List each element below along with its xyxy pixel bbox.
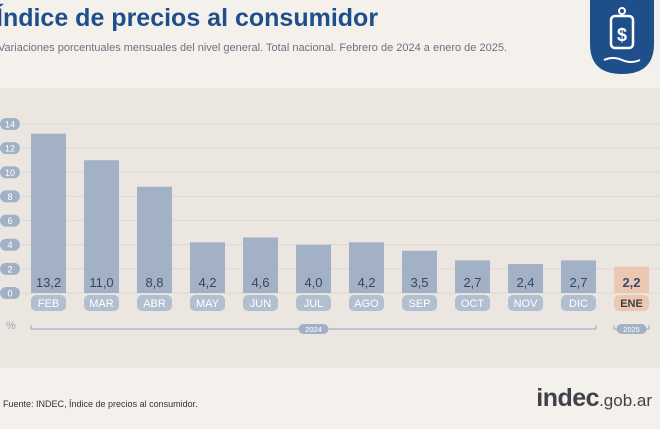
year-pill — [298, 324, 329, 334]
price-tag-dollar-icon: $ — [590, 0, 654, 74]
indec-logo: indec.gob.ar — [536, 384, 652, 412]
x-tick-label: NOV — [514, 298, 539, 310]
month-pill — [402, 295, 437, 311]
month-pill — [31, 295, 66, 311]
bar — [402, 250, 437, 293]
x-tick-label: OCT — [461, 298, 485, 310]
year-label: 2025 — [623, 325, 640, 334]
data-label: 2,7 — [463, 275, 481, 290]
month-pill — [455, 295, 490, 311]
month-pill — [561, 295, 596, 311]
month-pill — [84, 295, 119, 311]
x-tick-label: ABR — [143, 298, 166, 310]
y-axis-unit: % — [6, 320, 16, 332]
year-label: 2024 — [305, 325, 322, 334]
month-pill — [296, 295, 331, 311]
month-pill — [614, 295, 649, 311]
y-tick-pill — [0, 118, 20, 130]
x-tick-label: AGO — [354, 298, 379, 310]
bar — [614, 266, 649, 293]
bar — [349, 242, 384, 293]
bar — [190, 242, 225, 293]
data-label: 4,6 — [251, 275, 269, 290]
bar — [137, 186, 172, 293]
data-label: 11,0 — [89, 275, 113, 290]
page-title: Índice de precios al consumidor — [0, 4, 379, 32]
bar — [508, 264, 543, 293]
x-tick-label: DIC — [569, 298, 588, 310]
x-tick-label: FEB — [38, 298, 59, 310]
y-tick-label: 0 — [7, 289, 12, 299]
y-tick-label: 12 — [5, 144, 15, 154]
bar — [31, 133, 66, 293]
y-tick-label: 14 — [5, 120, 15, 130]
data-label: 8,8 — [145, 275, 163, 290]
data-label: 4,0 — [304, 275, 322, 290]
x-tick-label: MAY — [196, 298, 220, 310]
y-tick-label: 2 — [7, 264, 12, 274]
month-pill — [243, 295, 278, 311]
x-tick-label: JUL — [304, 298, 324, 310]
month-pill — [190, 295, 225, 311]
bar — [561, 260, 596, 293]
y-tick-pill — [0, 214, 20, 227]
bar — [84, 160, 119, 293]
y-tick-label: 4 — [7, 240, 12, 250]
bar — [455, 260, 490, 293]
y-tick-pill — [0, 238, 20, 251]
chart-subtitle: Variaciones porcentuales mensuales del n… — [0, 42, 507, 54]
y-tick-pill — [0, 166, 20, 179]
year-pill — [616, 324, 647, 334]
data-label: 13,2 — [36, 275, 61, 290]
y-tick-label: 10 — [5, 168, 15, 178]
y-tick-label: 6 — [7, 216, 12, 226]
x-tick-label: SEP — [408, 298, 430, 310]
data-label: 3,5 — [410, 275, 428, 290]
data-label: 2,4 — [516, 275, 534, 290]
bar — [243, 237, 278, 293]
x-tick-label: MAR — [89, 298, 114, 310]
x-tick-label: ENE — [620, 298, 643, 310]
x-tick-label: JUN — [250, 298, 271, 310]
y-tick-label: 8 — [7, 192, 12, 202]
bar — [296, 244, 331, 293]
source-note: Fuente: INDEC, Índice de precios al cons… — [3, 399, 198, 409]
svg-text:$: $ — [617, 25, 627, 45]
month-pill — [349, 295, 384, 311]
y-tick-pill — [0, 142, 20, 155]
data-label: 2,7 — [569, 275, 587, 290]
bar-chart: 0 2 4 6 8 10 12 14 13,2 FEB 11,0 MAR 8,8 ABR 4,2 MAY 4,6… — [0, 118, 660, 334]
month-pill — [137, 295, 172, 311]
y-tick-pill — [0, 262, 20, 275]
chart-panel: 0 2 4 6 8 10 12 14 13,2 FEB 11,0 MAR 8,8 ABR 4,2 MAY 4,6… — [0, 88, 660, 368]
data-label: 4,2 — [357, 275, 375, 290]
month-pill — [508, 295, 543, 311]
data-label: 4,2 — [198, 275, 216, 290]
data-label: 2,2 — [622, 275, 640, 290]
y-tick-pill — [0, 190, 20, 203]
y-tick-pill — [0, 287, 20, 299]
